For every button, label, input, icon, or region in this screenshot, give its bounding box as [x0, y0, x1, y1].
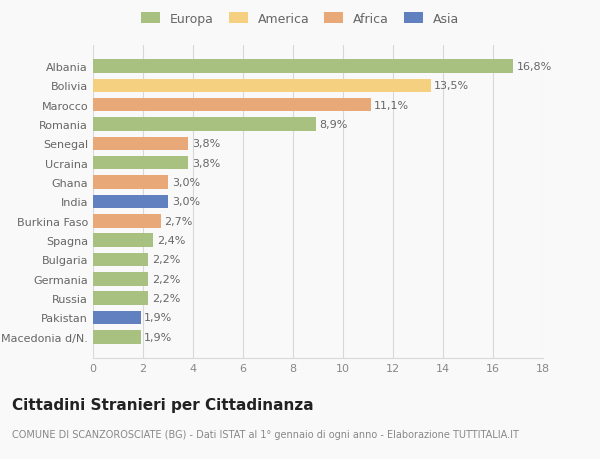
Text: 1,9%: 1,9% [144, 332, 173, 342]
Bar [93, 60, 513, 73]
Text: 16,8%: 16,8% [517, 62, 552, 72]
Text: 1,9%: 1,9% [144, 313, 173, 323]
Text: 8,9%: 8,9% [319, 120, 347, 130]
Bar [93, 176, 168, 190]
Bar [93, 157, 188, 170]
Bar [93, 292, 148, 305]
Legend: Europa, America, Africa, Asia: Europa, America, Africa, Asia [141, 13, 459, 26]
Bar [93, 99, 371, 112]
Text: Cittadini Stranieri per Cittadinanza: Cittadini Stranieri per Cittadinanza [12, 397, 314, 412]
Bar [93, 234, 153, 247]
Bar [93, 253, 148, 267]
Text: 3,0%: 3,0% [172, 197, 200, 207]
Text: 2,4%: 2,4% [157, 235, 185, 246]
Text: 3,8%: 3,8% [192, 158, 220, 168]
Bar [93, 311, 140, 325]
Text: 3,0%: 3,0% [172, 178, 200, 188]
Text: 3,8%: 3,8% [192, 139, 220, 149]
Bar [93, 330, 140, 344]
Bar [93, 79, 431, 93]
Text: 2,7%: 2,7% [164, 216, 193, 226]
Text: 2,2%: 2,2% [152, 255, 180, 265]
Text: 2,2%: 2,2% [152, 293, 180, 303]
Bar [93, 137, 188, 151]
Bar [93, 214, 161, 228]
Bar [93, 118, 316, 132]
Bar [93, 195, 168, 209]
Text: 13,5%: 13,5% [434, 81, 469, 91]
Text: COMUNE DI SCANZOROSCIATE (BG) - Dati ISTAT al 1° gennaio di ogni anno - Elaboraz: COMUNE DI SCANZOROSCIATE (BG) - Dati IST… [12, 429, 519, 439]
Bar [93, 272, 148, 286]
Text: 2,2%: 2,2% [152, 274, 180, 284]
Text: 11,1%: 11,1% [374, 101, 409, 111]
